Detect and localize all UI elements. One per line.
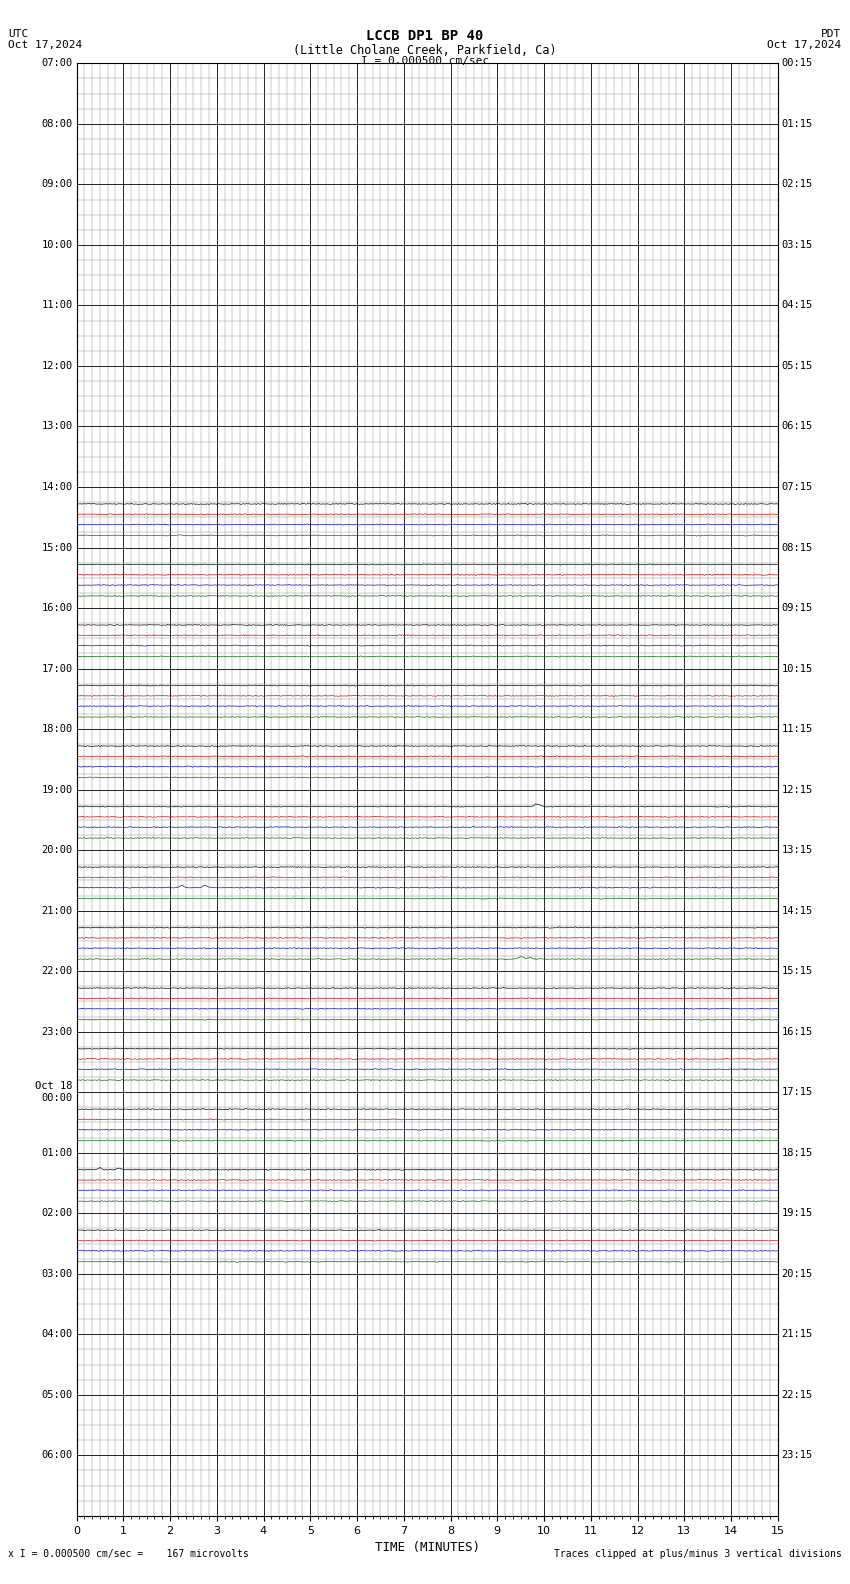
Text: 18:00: 18:00	[42, 724, 73, 733]
Text: 13:00: 13:00	[42, 421, 73, 431]
Text: 11:00: 11:00	[42, 301, 73, 310]
Text: 02:15: 02:15	[781, 179, 813, 190]
Text: 17:15: 17:15	[781, 1087, 813, 1098]
Text: LCCB DP1 BP 40: LCCB DP1 BP 40	[366, 29, 484, 43]
Text: 07:15: 07:15	[781, 482, 813, 493]
Text: 19:15: 19:15	[781, 1209, 813, 1218]
Text: 03:00: 03:00	[42, 1269, 73, 1278]
Text: 06:00: 06:00	[42, 1451, 73, 1460]
Text: 03:15: 03:15	[781, 239, 813, 250]
Text: Traces clipped at plus/minus 3 vertical divisions: Traces clipped at plus/minus 3 vertical …	[553, 1549, 842, 1559]
Text: 16:00: 16:00	[42, 604, 73, 613]
Text: x I = 0.000500 cm/sec =    167 microvolts: x I = 0.000500 cm/sec = 167 microvolts	[8, 1549, 249, 1559]
Text: UTC: UTC	[8, 29, 29, 40]
Text: 19:00: 19:00	[42, 784, 73, 795]
Text: PDT: PDT	[821, 29, 842, 40]
Text: 11:15: 11:15	[781, 724, 813, 733]
Text: Oct 17,2024: Oct 17,2024	[768, 40, 842, 51]
Text: 21:15: 21:15	[781, 1329, 813, 1340]
Text: 10:15: 10:15	[781, 664, 813, 673]
Text: 05:15: 05:15	[781, 361, 813, 371]
Text: 23:15: 23:15	[781, 1451, 813, 1460]
Text: 23:00: 23:00	[42, 1026, 73, 1036]
Text: 13:15: 13:15	[781, 846, 813, 855]
Text: 17:00: 17:00	[42, 664, 73, 673]
Text: 00:15: 00:15	[781, 59, 813, 68]
Text: 14:15: 14:15	[781, 906, 813, 916]
X-axis label: TIME (MINUTES): TIME (MINUTES)	[375, 1541, 479, 1554]
Text: Oct 18
00:00: Oct 18 00:00	[36, 1082, 73, 1102]
Text: 01:00: 01:00	[42, 1148, 73, 1158]
Text: 08:15: 08:15	[781, 543, 813, 553]
Text: 09:00: 09:00	[42, 179, 73, 190]
Text: 01:15: 01:15	[781, 119, 813, 128]
Text: 15:15: 15:15	[781, 966, 813, 976]
Text: 18:15: 18:15	[781, 1148, 813, 1158]
Text: 21:00: 21:00	[42, 906, 73, 916]
Text: 15:00: 15:00	[42, 543, 73, 553]
Text: 16:15: 16:15	[781, 1026, 813, 1036]
Text: I = 0.000500 cm/sec: I = 0.000500 cm/sec	[361, 55, 489, 67]
Text: 20:15: 20:15	[781, 1269, 813, 1278]
Text: 05:00: 05:00	[42, 1389, 73, 1400]
Text: 08:00: 08:00	[42, 119, 73, 128]
Text: 22:15: 22:15	[781, 1389, 813, 1400]
Text: 20:00: 20:00	[42, 846, 73, 855]
Text: (Little Cholane Creek, Parkfield, Ca): (Little Cholane Creek, Parkfield, Ca)	[293, 43, 557, 57]
Text: 09:15: 09:15	[781, 604, 813, 613]
Text: 12:00: 12:00	[42, 361, 73, 371]
Text: 06:15: 06:15	[781, 421, 813, 431]
Text: 07:00: 07:00	[42, 59, 73, 68]
Text: 12:15: 12:15	[781, 784, 813, 795]
Text: 14:00: 14:00	[42, 482, 73, 493]
Text: 10:00: 10:00	[42, 239, 73, 250]
Text: 22:00: 22:00	[42, 966, 73, 976]
Text: 04:00: 04:00	[42, 1329, 73, 1340]
Text: 02:00: 02:00	[42, 1209, 73, 1218]
Text: Oct 17,2024: Oct 17,2024	[8, 40, 82, 51]
Text: 04:15: 04:15	[781, 301, 813, 310]
